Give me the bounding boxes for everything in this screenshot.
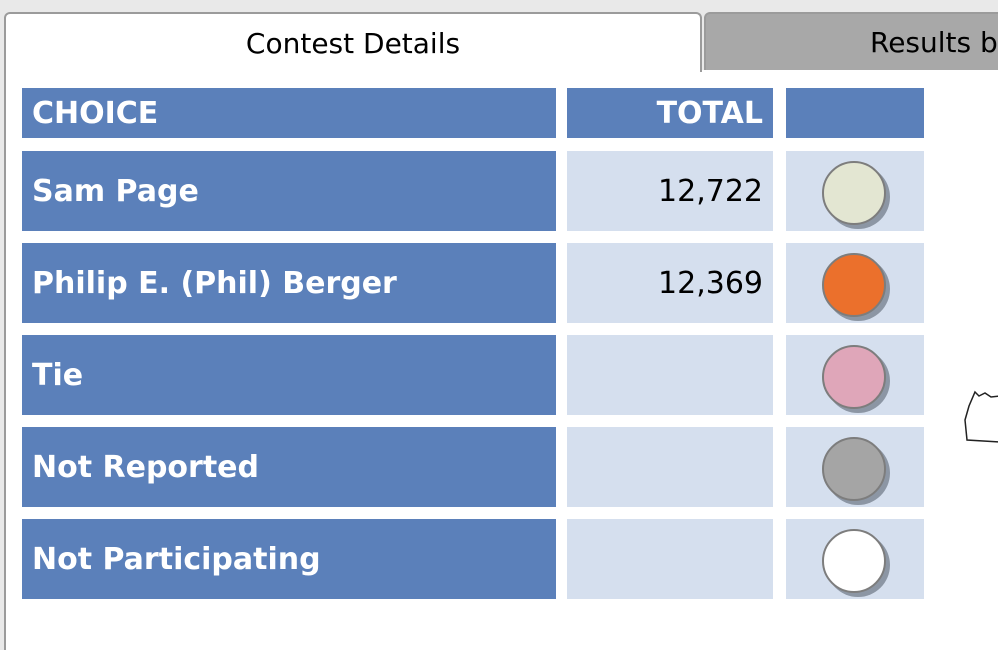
not-reported-color-swatch bbox=[822, 437, 886, 501]
choice-header: CHOICE bbox=[22, 88, 556, 138]
candidate-color-swatch bbox=[822, 253, 886, 317]
choice-name: Sam Page bbox=[22, 151, 556, 231]
vote-total: 12,722 bbox=[567, 151, 773, 231]
not-participating-color-swatch bbox=[822, 529, 886, 593]
contest-details-panel: CHOICE TOTAL Sam Page 12,722 Philip E. (… bbox=[4, 70, 998, 650]
color-cell bbox=[786, 519, 924, 599]
candidate-color-swatch bbox=[822, 161, 886, 225]
choice-name: Tie bbox=[22, 335, 556, 415]
vote-total: 12,369 bbox=[567, 243, 773, 323]
vote-total bbox=[567, 427, 773, 507]
choice-name: Philip E. (Phil) Berger bbox=[22, 243, 556, 323]
color-cell bbox=[786, 427, 924, 507]
vote-total bbox=[567, 519, 773, 599]
color-cell bbox=[786, 243, 924, 323]
color-cell bbox=[786, 335, 924, 415]
color-cell bbox=[786, 151, 924, 231]
tab-contest-details[interactable]: Contest Details bbox=[4, 12, 702, 72]
county-map-outline-icon[interactable] bbox=[955, 380, 998, 450]
choice-name: Not Reported bbox=[22, 427, 556, 507]
color-header bbox=[786, 88, 924, 138]
tab-bar: Contest Details Results b bbox=[4, 12, 998, 72]
tie-color-swatch bbox=[822, 345, 886, 409]
vote-total bbox=[567, 335, 773, 415]
choice-name: Not Participating bbox=[22, 519, 556, 599]
tab-results-by[interactable]: Results b bbox=[704, 12, 998, 70]
total-header: TOTAL bbox=[567, 88, 773, 138]
